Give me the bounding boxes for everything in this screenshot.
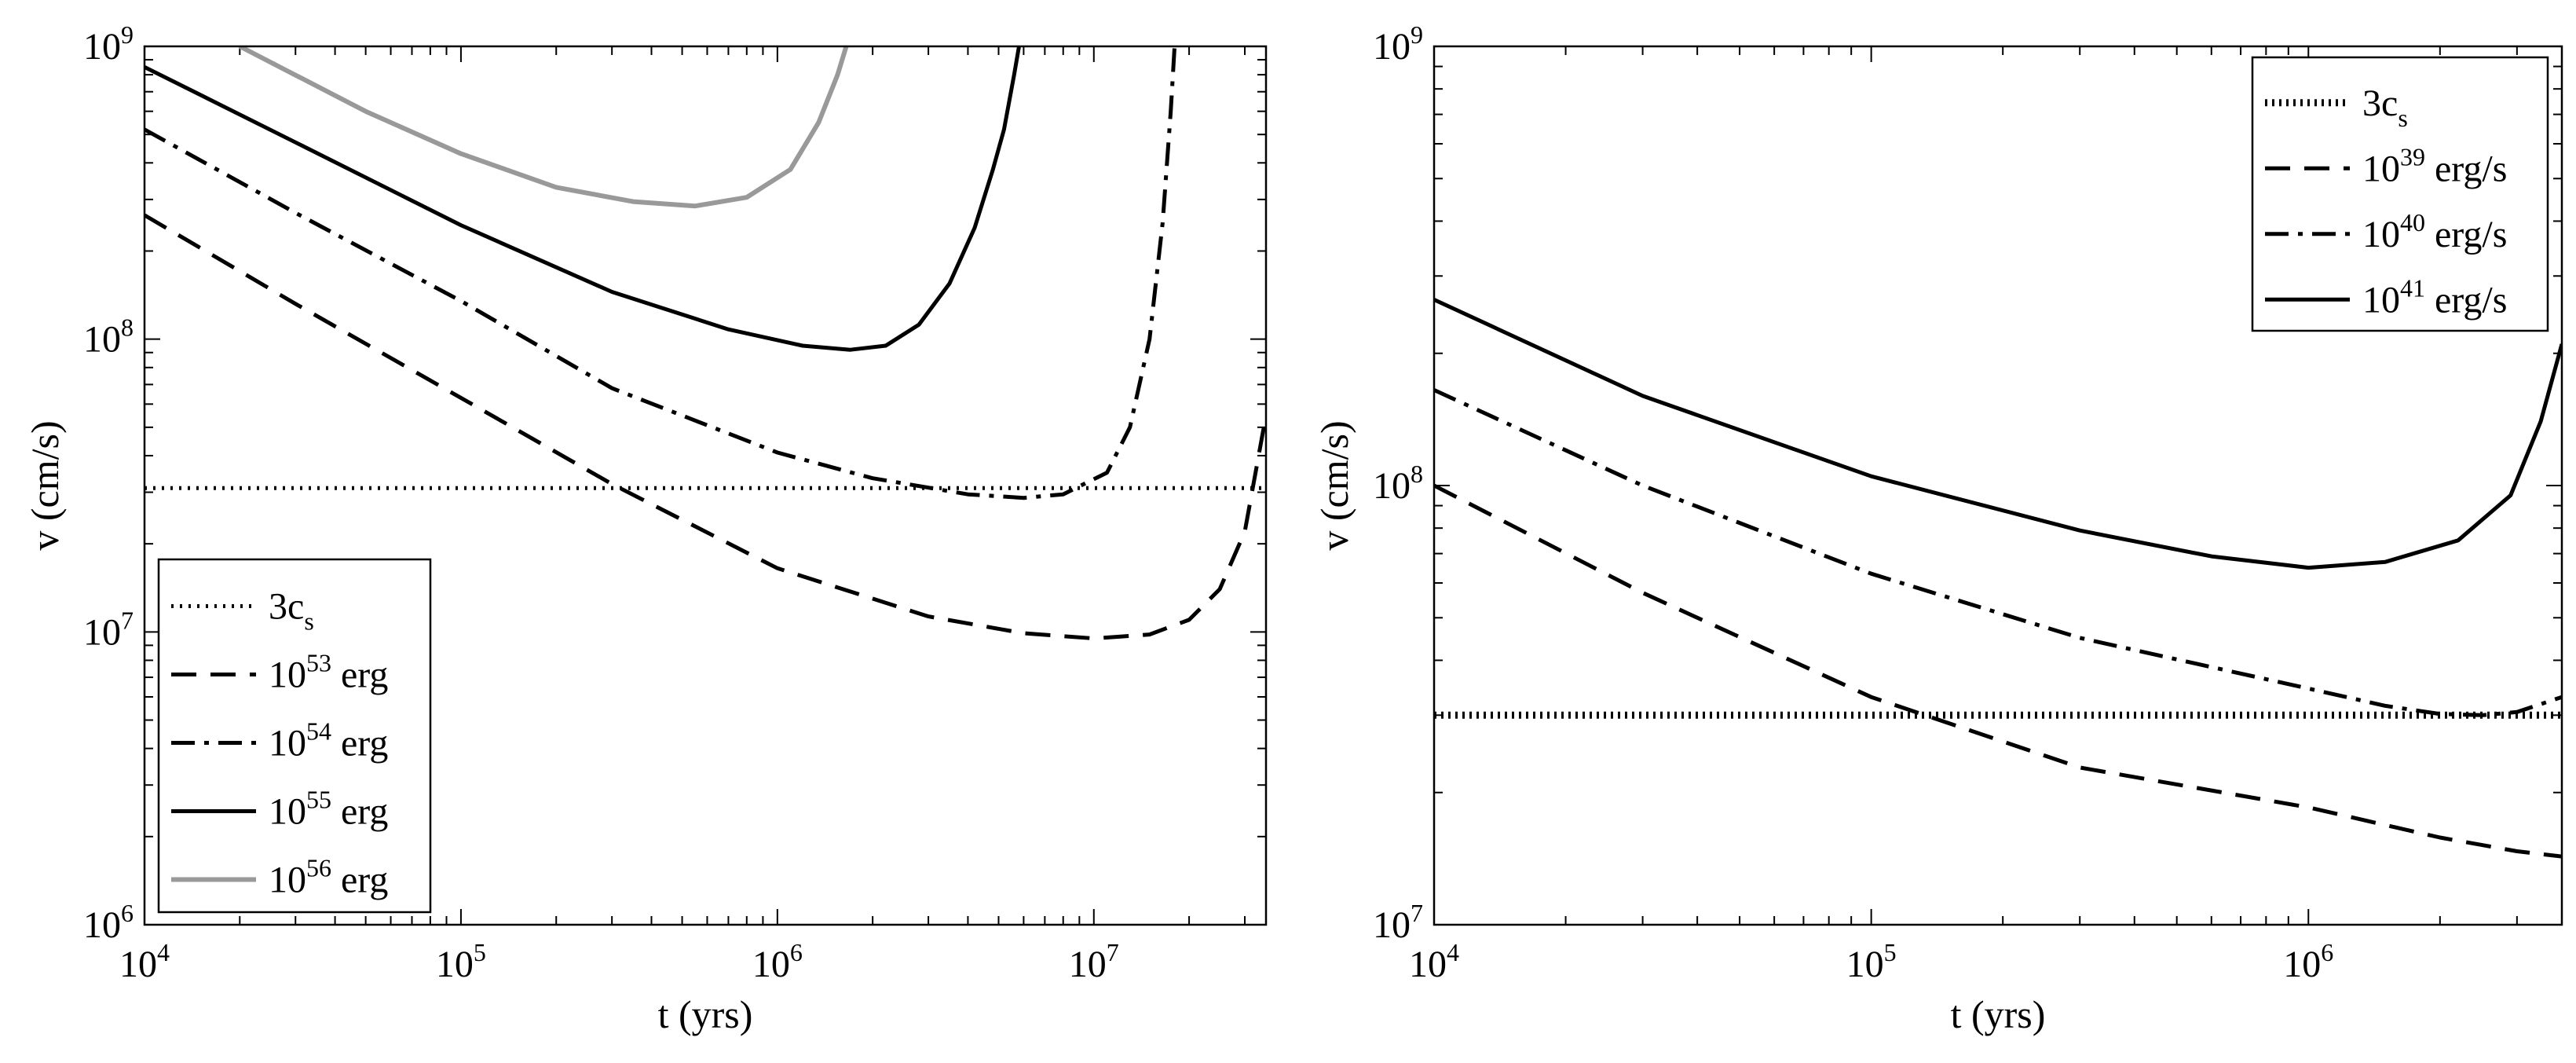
- legend-entry: 3cs: [269, 586, 314, 636]
- x-tick-label: 105: [1846, 938, 1897, 985]
- plot-frame: [143, 45, 1268, 926]
- legend-entry: 1053 erg: [269, 649, 388, 696]
- tick-exponent: 9: [121, 20, 134, 49]
- legend-label-base: 3c: [2362, 82, 2398, 124]
- legend-entry: 1054 erg: [269, 717, 388, 764]
- legend-box: [157, 558, 432, 914]
- tick-base: 10: [83, 904, 121, 946]
- legend-label-unit: erg/s: [2425, 279, 2507, 321]
- tick-exponent: 7: [121, 606, 134, 634]
- legend-label-unit: erg: [331, 791, 388, 833]
- x-axis-label: t (yrs): [1951, 992, 2046, 1036]
- tick-base: 10: [2283, 944, 2321, 985]
- tick-exponent: 7: [1107, 938, 1119, 966]
- series-line-40: [1434, 388, 2562, 717]
- legend-label-base: 10: [269, 723, 306, 764]
- y-tick-label: 108: [83, 313, 134, 361]
- legend-label-subscript: s: [2398, 104, 2407, 132]
- legend-entry: 1056 erg: [269, 854, 388, 901]
- legend-label-base: 10: [2362, 214, 2400, 255]
- legend-label-unit: erg: [331, 654, 388, 696]
- legend-label-exponent: 55: [306, 786, 331, 814]
- x-tick-label: 107: [1069, 938, 1119, 985]
- tick-exponent: 5: [474, 938, 486, 966]
- x-tick-label: 105: [436, 938, 486, 985]
- legend-label-subscript: s: [304, 607, 313, 636]
- tick-exponent: 9: [1411, 20, 1423, 49]
- plot-area: [145, 46, 1266, 641]
- legend-label-base: 10: [2362, 148, 2400, 189]
- tick-base: 10: [83, 319, 121, 361]
- y-tick-label: 106: [83, 899, 134, 946]
- legend-entry: 1040 erg/s: [2362, 208, 2507, 255]
- series-line-53: [145, 213, 1266, 641]
- series-line-54: [145, 46, 1177, 500]
- tick-base: 10: [752, 944, 790, 985]
- legend-label-base: 10: [2362, 279, 2400, 321]
- tick-exponent: 6: [121, 899, 134, 927]
- tick-exponent: 8: [1411, 460, 1423, 488]
- legend-label-unit: erg: [331, 860, 388, 901]
- tick-base: 10: [1373, 465, 1411, 507]
- tick-exponent: 5: [1884, 938, 1897, 966]
- y-tick-label: 108: [1373, 460, 1423, 507]
- plot-frame: [1433, 45, 2563, 926]
- tick-base: 10: [1373, 904, 1411, 946]
- series-line-55: [145, 46, 1021, 352]
- legend-label-base: 10: [269, 791, 306, 833]
- legend-label-exponent: 41: [2400, 273, 2425, 302]
- tick-exponent: 8: [121, 313, 134, 342]
- legend-label-base: 3c: [269, 586, 304, 628]
- x-tick-label: 106: [2283, 938, 2333, 985]
- tick-exponent: 7: [1411, 899, 1423, 927]
- tick-exponent: 4: [1447, 938, 1459, 966]
- legend-label-base: 10: [269, 860, 306, 901]
- tick-base: 10: [83, 26, 121, 68]
- legend-label-exponent: 56: [306, 854, 331, 882]
- y-tick-label: 109: [1373, 20, 1423, 68]
- series-line-39: [1434, 483, 2562, 859]
- series-line-56: [238, 46, 849, 209]
- tick-base: 10: [83, 611, 121, 653]
- y-tick-label: 109: [83, 20, 134, 68]
- tick-exponent: 6: [790, 938, 803, 966]
- legend-label-exponent: 54: [306, 717, 331, 746]
- legend-label-unit: erg/s: [2425, 148, 2507, 189]
- legend-label-exponent: 40: [2400, 208, 2425, 236]
- legend-label-exponent: 39: [2400, 142, 2425, 170]
- legend-entry: 3cs: [2362, 82, 2408, 132]
- series-line-41: [1434, 298, 2562, 570]
- x-tick-label: 106: [752, 938, 803, 985]
- y-tick-label: 107: [1373, 899, 1423, 946]
- tick-base: 10: [1409, 944, 1447, 985]
- legend-entry: 1039 erg/s: [2362, 142, 2507, 189]
- x-axis-label: t (yrs): [658, 992, 753, 1036]
- legend-label-base: 10: [269, 654, 306, 696]
- tick-base: 10: [1846, 944, 1884, 985]
- tick-base: 10: [436, 944, 474, 985]
- tick-base: 10: [1069, 944, 1107, 985]
- tick-exponent: 6: [2321, 938, 2333, 966]
- x-tick-label: 104: [1409, 938, 1459, 985]
- legend-label-exponent: 53: [306, 649, 331, 677]
- legend-label-unit: erg: [331, 723, 388, 764]
- y-axis-label: v (cm/s): [23, 420, 67, 550]
- x-tick-label: 104: [119, 938, 170, 985]
- tick-base: 10: [1373, 26, 1411, 68]
- y-tick-label: 107: [83, 606, 134, 653]
- plot-area: [1434, 298, 2562, 859]
- tick-base: 10: [119, 944, 157, 985]
- tick-exponent: 4: [157, 938, 170, 966]
- y-axis-label: v (cm/s): [1312, 420, 1356, 550]
- legend-entry: 1055 erg: [269, 786, 388, 833]
- legend-label-unit: erg/s: [2425, 214, 2507, 255]
- legend-entry: 1041 erg/s: [2362, 273, 2507, 321]
